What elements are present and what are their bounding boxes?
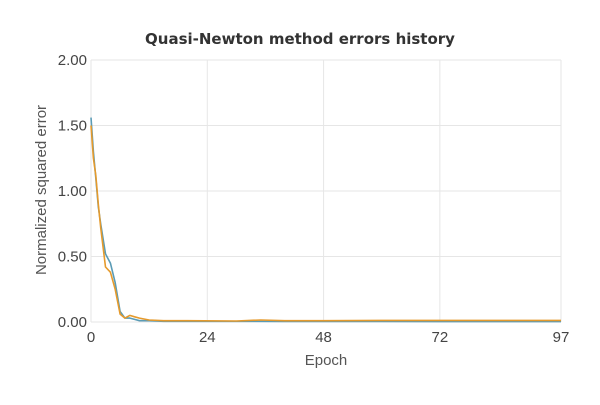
grid-layer (90, 59, 562, 323)
series-line-2 (90, 125, 561, 322)
x-tick-label: 24 (199, 329, 216, 346)
series-layer (90, 117, 561, 323)
x-tick-label: 97 (553, 329, 570, 346)
x-axis-title: Epoch (305, 352, 348, 369)
y-tick-label: 0.50 (58, 249, 87, 266)
y-tick-label: 1.00 (58, 183, 87, 200)
y-tick-label: 1.50 (58, 118, 87, 135)
y-tick-label: 2.00 (58, 52, 87, 69)
y-axis-title: Normalized squared error (33, 105, 50, 275)
series-line-1 (90, 117, 561, 323)
chart-title: Quasi-Newton method errors history (145, 30, 455, 48)
x-tick-label: 72 (432, 329, 449, 346)
x-tick-label: 0 (87, 329, 95, 346)
tick-layer: 0 24 48 72 97 0.00 0.50 1.00 1.50 2.00 (58, 52, 570, 346)
x-tick-label: 48 (315, 329, 332, 346)
y-tick-label: 0.00 (58, 314, 87, 331)
